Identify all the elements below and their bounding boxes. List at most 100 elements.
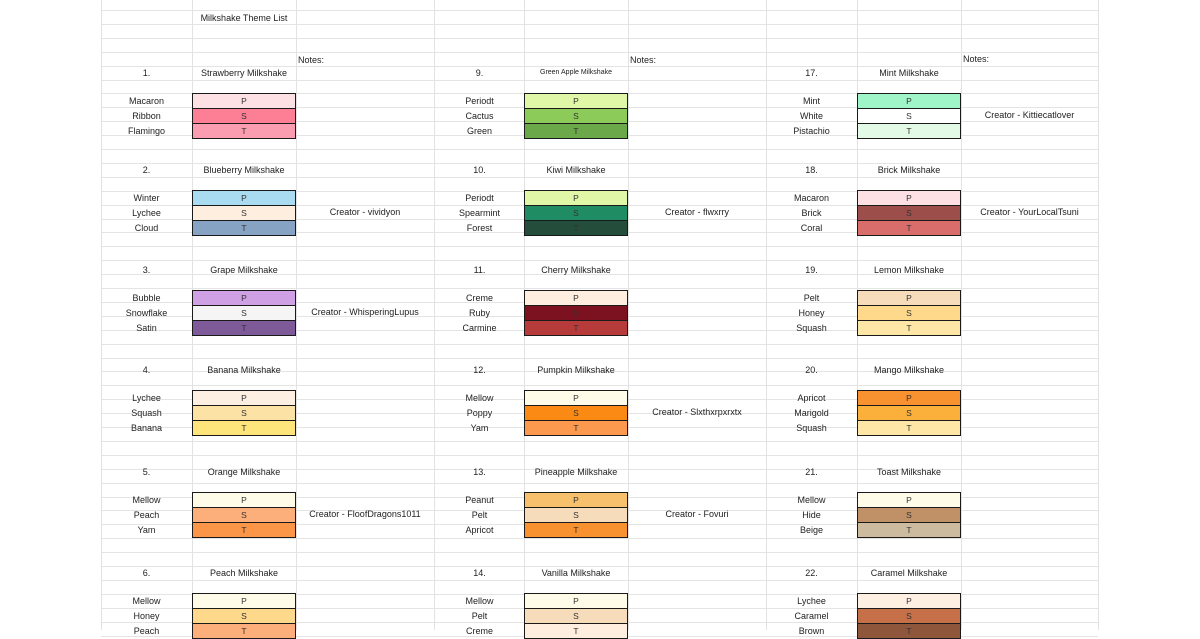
color-name: Spearmint	[458, 208, 501, 218]
row-gridline	[101, 163, 1098, 164]
theme-number: 3.	[142, 265, 151, 275]
row-gridline	[101, 260, 1098, 261]
theme-name: Vanilla Milkshake	[541, 568, 611, 578]
color-name: Apricot	[465, 525, 494, 535]
theme-number: 6.	[142, 568, 151, 578]
color-swatch-p[interactable]: P	[193, 391, 295, 406]
color-swatch-s[interactable]: S	[193, 609, 295, 624]
color-swatch-p[interactable]: P	[858, 291, 960, 306]
color-swatch-t[interactable]: T	[193, 124, 295, 138]
color-swatch-p[interactable]: P	[525, 493, 627, 508]
row-gridline	[101, 538, 1098, 539]
color-swatch-t[interactable]: T	[525, 221, 627, 235]
color-swatch-t[interactable]: T	[525, 421, 627, 435]
color-swatch-p[interactable]: P	[193, 94, 295, 109]
color-swatch-t[interactable]: T	[193, 321, 295, 335]
theme-number: 2.	[142, 165, 151, 175]
color-swatch-s[interactable]: S	[193, 306, 295, 321]
theme-name: Blueberry Milkshake	[203, 165, 285, 175]
column-gridline	[434, 0, 435, 630]
color-swatch-t[interactable]: T	[525, 624, 627, 638]
color-swatch-p[interactable]: P	[525, 291, 627, 306]
color-name: Pelt	[471, 510, 488, 520]
color-swatch-p[interactable]: P	[193, 291, 295, 306]
color-swatch-p[interactable]: P	[193, 191, 295, 206]
theme-number: 10.	[473, 165, 486, 175]
color-swatch-t[interactable]: T	[525, 523, 627, 537]
color-swatch-t[interactable]: T	[193, 421, 295, 435]
color-swatch-s[interactable]: S	[193, 508, 295, 523]
row-gridline	[101, 288, 1098, 289]
color-swatch-t[interactable]: T	[858, 421, 960, 435]
color-swatch-s[interactable]: S	[525, 609, 627, 624]
color-swatch-p[interactable]: P	[525, 391, 627, 406]
color-name: Hide	[802, 510, 821, 520]
color-name: Macaron	[128, 96, 164, 106]
color-name: Lychee	[797, 596, 826, 606]
color-swatch-s[interactable]: S	[193, 406, 295, 421]
color-name: Honey	[133, 611, 160, 621]
color-swatch-t[interactable]: T	[858, 624, 960, 638]
color-name: Brown	[798, 626, 825, 636]
color-swatch-s[interactable]: S	[193, 109, 295, 124]
color-swatch-t[interactable]: T	[193, 221, 295, 235]
color-swatch-s[interactable]: S	[525, 508, 627, 523]
color-swatch-s[interactable]: S	[858, 109, 960, 124]
color-name: Brick	[801, 208, 822, 218]
color-swatch-t[interactable]: T	[858, 124, 960, 138]
color-swatch-t[interactable]: T	[858, 523, 960, 537]
color-swatch-s[interactable]: S	[858, 508, 960, 523]
color-name: Periodt	[465, 193, 494, 203]
color-swatch-s[interactable]: S	[193, 206, 295, 221]
theme-name: Orange Milkshake	[207, 467, 281, 477]
color-swatch-p[interactable]: P	[858, 191, 960, 206]
color-swatch-s[interactable]: S	[858, 206, 960, 221]
color-swatch-s[interactable]: S	[525, 306, 627, 321]
color-name: Flamingo	[127, 126, 165, 136]
color-swatch-p[interactable]: P	[525, 94, 627, 109]
color-swatch-t[interactable]: T	[525, 321, 627, 335]
color-swatch-s[interactable]: S	[525, 406, 627, 421]
color-name: Carmine	[462, 323, 497, 333]
color-swatch-t[interactable]: T	[858, 221, 960, 235]
row-gridline	[101, 177, 1098, 178]
color-name: Mellow	[797, 495, 826, 505]
color-name: Yam	[470, 423, 489, 433]
color-swatch-p[interactable]: P	[858, 594, 960, 609]
color-swatch-t[interactable]: T	[858, 321, 960, 335]
color-swatch-t[interactable]: T	[193, 624, 295, 638]
color-name: Lychee	[132, 393, 161, 403]
color-swatch-s[interactable]: S	[525, 206, 627, 221]
theme-number: 11.	[473, 265, 486, 275]
color-swatch-p[interactable]: P	[858, 493, 960, 508]
color-name: Apricot	[797, 393, 826, 403]
theme-name: Toast Milkshake	[876, 467, 942, 477]
color-swatch-s[interactable]: S	[858, 609, 960, 624]
color-swatch-p[interactable]: P	[858, 391, 960, 406]
creator-credit: Creator - Slxthxrpxrxtx	[652, 407, 742, 417]
color-swatch-p[interactable]: P	[858, 94, 960, 109]
theme-number: 18.	[805, 165, 818, 175]
color-swatch-s[interactable]: S	[858, 406, 960, 421]
color-swatch-p[interactable]: P	[193, 493, 295, 508]
color-swatch-t[interactable]: T	[525, 124, 627, 138]
theme-name: Pumpkin Milkshake	[537, 365, 615, 375]
row-gridline	[101, 246, 1098, 247]
color-swatch-p[interactable]: P	[193, 594, 295, 609]
column-gridline	[296, 0, 297, 630]
row-gridline	[101, 566, 1098, 567]
color-swatch-s[interactable]: S	[525, 109, 627, 124]
color-swatch-p[interactable]: P	[525, 594, 627, 609]
color-swatch-t[interactable]: T	[193, 523, 295, 537]
color-swatch-s[interactable]: S	[858, 306, 960, 321]
theme-name: Banana Milkshake	[207, 365, 281, 375]
color-name: Creme	[465, 626, 493, 636]
row-gridline	[101, 483, 1098, 484]
color-swatch-p[interactable]: P	[525, 191, 627, 206]
